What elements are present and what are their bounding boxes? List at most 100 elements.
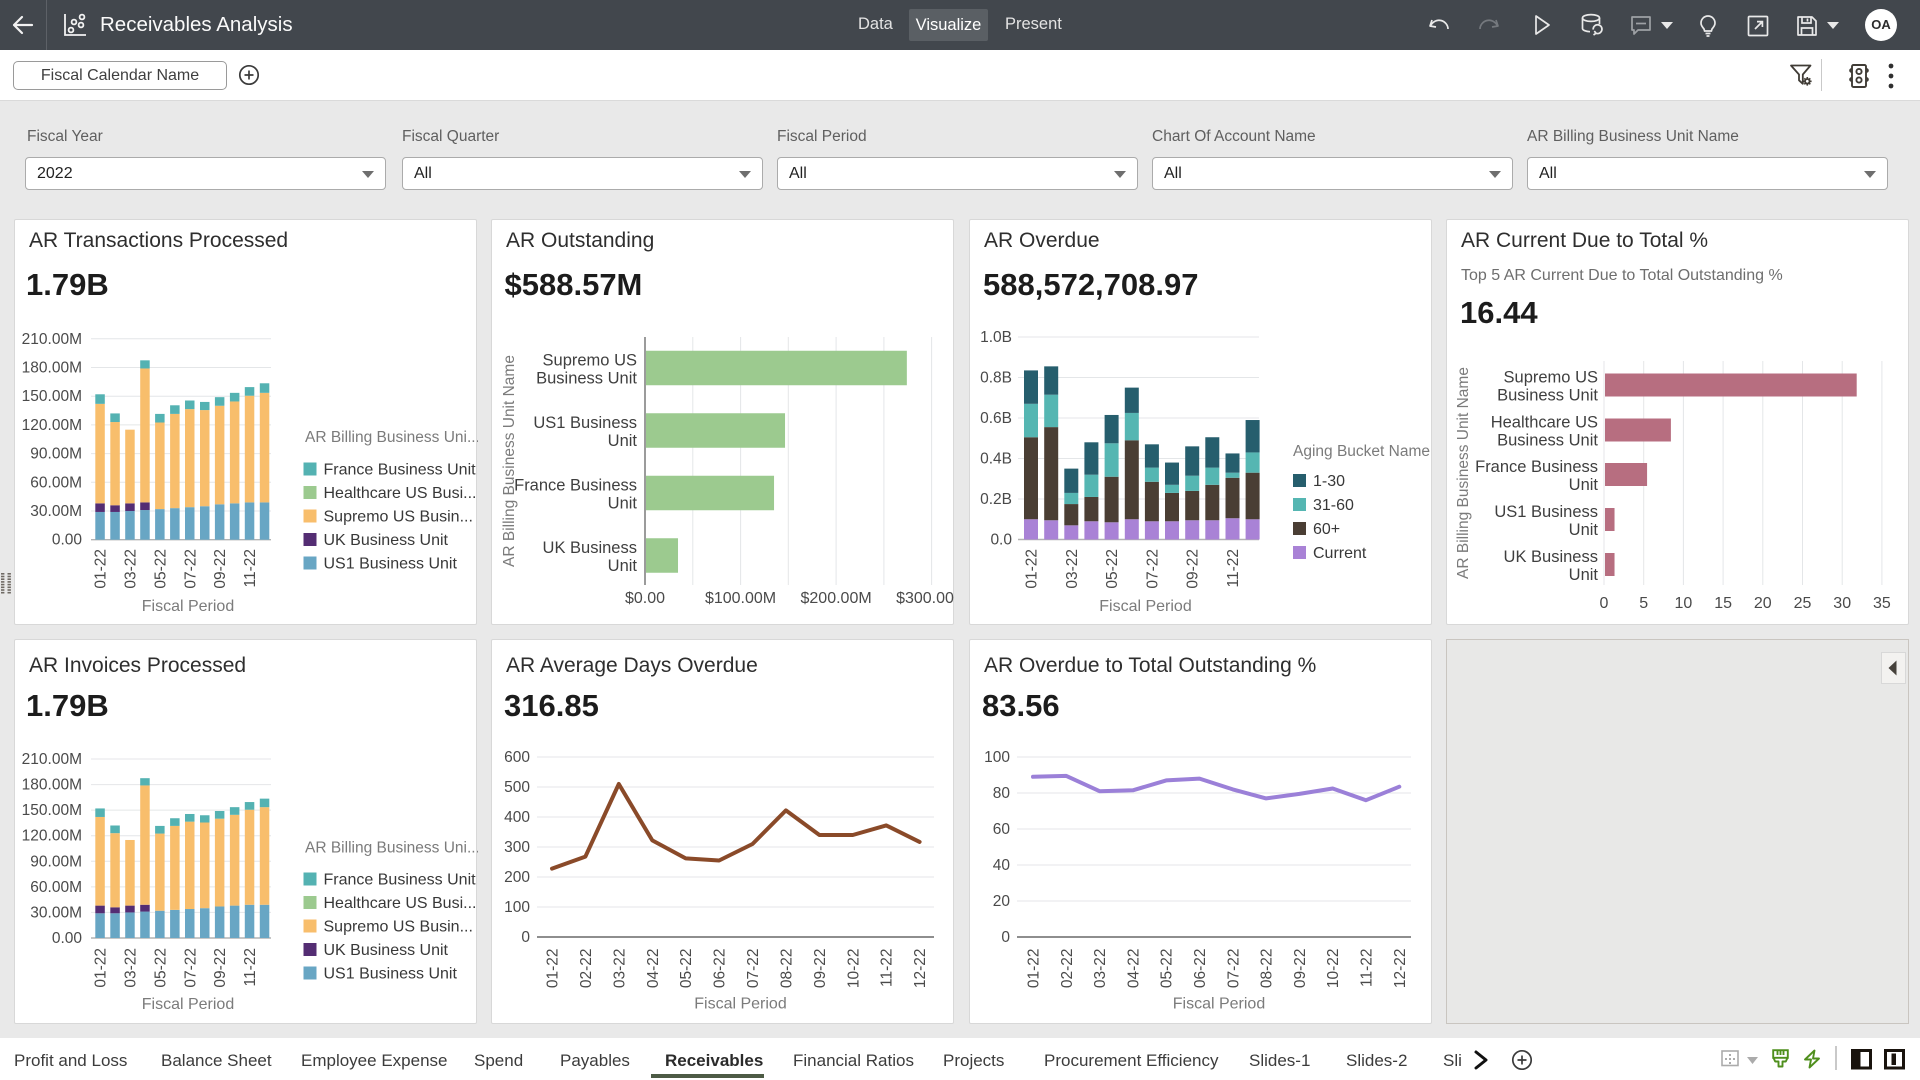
svg-text:US1 Business: US1 Business xyxy=(1494,503,1598,521)
svg-text:07-22: 07-22 xyxy=(1144,549,1161,589)
svg-text:US1 Business Unit: US1 Business Unit xyxy=(324,966,458,983)
svg-text:US1 Business Unit: US1 Business Unit xyxy=(324,556,458,573)
svg-text:France Business: France Business xyxy=(1475,458,1598,476)
svg-text:01-22: 01-22 xyxy=(1024,549,1041,589)
svg-text:15: 15 xyxy=(1714,595,1732,612)
svg-text:11-22: 11-22 xyxy=(242,549,259,588)
svg-text:20: 20 xyxy=(993,893,1011,910)
svg-text:60.00M: 60.00M xyxy=(30,879,82,896)
svg-text:09-22: 09-22 xyxy=(1185,549,1202,589)
svg-text:Unit: Unit xyxy=(608,495,638,513)
svg-text:05-22: 05-22 xyxy=(152,549,169,589)
svg-text:100: 100 xyxy=(504,899,530,916)
svg-text:Business Unit: Business Unit xyxy=(1497,387,1598,405)
svg-text:05-22: 05-22 xyxy=(1104,549,1121,589)
svg-text:30: 30 xyxy=(1833,595,1851,612)
svg-text:US1 Business: US1 Business xyxy=(533,414,637,432)
svg-text:01-22: 01-22 xyxy=(93,549,110,589)
svg-text:400: 400 xyxy=(504,809,530,826)
svg-text:Unit: Unit xyxy=(1569,476,1599,494)
svg-text:France Business Unit: France Business Unit xyxy=(324,872,477,889)
svg-text:35: 35 xyxy=(1873,595,1891,612)
svg-text:11-22: 11-22 xyxy=(242,948,259,987)
svg-text:Supremo US: Supremo US xyxy=(543,352,637,370)
svg-text:200: 200 xyxy=(504,869,530,886)
svg-text:1-30: 1-30 xyxy=(1313,473,1345,490)
svg-text:02-22: 02-22 xyxy=(1059,949,1076,989)
svg-text:09-22: 09-22 xyxy=(812,949,829,989)
svg-text:90.00M: 90.00M xyxy=(30,446,82,463)
svg-text:03-22: 03-22 xyxy=(1092,949,1109,989)
svg-text:07-22: 07-22 xyxy=(745,949,762,989)
svg-text:05-22: 05-22 xyxy=(678,949,695,989)
svg-text:10-22: 10-22 xyxy=(1325,949,1342,989)
svg-text:60.00M: 60.00M xyxy=(30,474,82,491)
svg-text:06-22: 06-22 xyxy=(712,949,729,989)
svg-text:20: 20 xyxy=(1754,595,1772,612)
svg-text:09-22: 09-22 xyxy=(212,948,229,988)
svg-text:0.00: 0.00 xyxy=(52,532,83,549)
svg-text:07-22: 07-22 xyxy=(182,549,199,589)
svg-text:03-22: 03-22 xyxy=(123,948,140,988)
svg-text:Healthcare US Busi...: Healthcare US Busi... xyxy=(324,895,477,912)
svg-text:AR Billing Business Uni...: AR Billing Business Uni... xyxy=(305,840,478,857)
svg-text:0: 0 xyxy=(1600,595,1609,612)
svg-text:$100.00M: $100.00M xyxy=(705,590,776,607)
svg-text:Fiscal Period: Fiscal Period xyxy=(142,996,234,1013)
svg-text:30.00M: 30.00M xyxy=(30,503,82,520)
svg-text:$200.00M: $200.00M xyxy=(801,590,872,607)
svg-text:210.00M: 210.00M xyxy=(22,751,82,768)
svg-text:60: 60 xyxy=(993,821,1011,838)
svg-text:06-22: 06-22 xyxy=(1192,949,1209,989)
svg-text:12-22: 12-22 xyxy=(1392,949,1409,989)
svg-text:$300.00M: $300.00M xyxy=(896,590,955,607)
svg-text:France Business Unit: France Business Unit xyxy=(324,462,477,479)
svg-text:02-22: 02-22 xyxy=(578,949,595,989)
svg-text:90.00M: 90.00M xyxy=(30,853,82,870)
svg-text:Fiscal Period: Fiscal Period xyxy=(1173,996,1265,1013)
svg-text:210.00M: 210.00M xyxy=(22,331,82,348)
svg-text:31-60: 31-60 xyxy=(1313,497,1354,514)
svg-text:120.00M: 120.00M xyxy=(22,417,82,434)
svg-text:Supremo US Busin...: Supremo US Busin... xyxy=(324,919,473,936)
svg-text:05-22: 05-22 xyxy=(1159,949,1176,989)
svg-text:12-22: 12-22 xyxy=(912,949,929,989)
svg-text:09-22: 09-22 xyxy=(212,549,229,589)
svg-text:25: 25 xyxy=(1794,595,1812,612)
svg-text:Unit: Unit xyxy=(1569,521,1599,539)
svg-text:UK Business Unit: UK Business Unit xyxy=(324,942,449,959)
svg-text:0.00: 0.00 xyxy=(52,930,83,947)
svg-text:0: 0 xyxy=(521,929,530,946)
svg-text:Unit: Unit xyxy=(608,432,638,450)
svg-text:03-22: 03-22 xyxy=(611,949,628,989)
svg-text:10: 10 xyxy=(1675,595,1693,612)
svg-text:Fiscal Period: Fiscal Period xyxy=(1099,598,1191,615)
svg-text:500: 500 xyxy=(504,779,530,796)
svg-text:40: 40 xyxy=(993,857,1011,874)
svg-text:0.0: 0.0 xyxy=(990,532,1012,549)
svg-text:120.00M: 120.00M xyxy=(22,828,82,845)
svg-text:150.00M: 150.00M xyxy=(22,388,82,405)
svg-text:11-22: 11-22 xyxy=(879,949,896,988)
svg-text:100: 100 xyxy=(984,749,1010,766)
svg-text:Fiscal Period: Fiscal Period xyxy=(694,996,786,1013)
svg-text:Supremo US Busin...: Supremo US Busin... xyxy=(324,509,473,526)
svg-text:03-22: 03-22 xyxy=(1064,549,1081,589)
svg-text:30.00M: 30.00M xyxy=(30,904,82,921)
svg-text:Healthcare US: Healthcare US xyxy=(1491,414,1598,432)
svg-text:Healthcare US Busi...: Healthcare US Busi... xyxy=(324,485,477,502)
svg-text:09-22: 09-22 xyxy=(1292,949,1309,989)
svg-text:Fiscal Period: Fiscal Period xyxy=(142,598,234,615)
svg-text:03-22: 03-22 xyxy=(123,549,140,589)
svg-text:UK Business: UK Business xyxy=(1504,548,1598,566)
svg-text:180.00M: 180.00M xyxy=(22,777,82,794)
svg-text:AR Billing Business Unit Name: AR Billing Business Unit Name xyxy=(501,355,518,567)
svg-text:01-22: 01-22 xyxy=(93,948,110,988)
svg-text:11-22: 11-22 xyxy=(1359,949,1376,988)
svg-text:Business Unit: Business Unit xyxy=(536,370,637,388)
svg-text:300: 300 xyxy=(504,839,530,856)
svg-text:05-22: 05-22 xyxy=(152,948,169,988)
svg-text:0: 0 xyxy=(1001,929,1010,946)
svg-text:07-22: 07-22 xyxy=(182,948,199,988)
svg-text:AR Billing Business Uni...: AR Billing Business Uni... xyxy=(305,429,478,446)
